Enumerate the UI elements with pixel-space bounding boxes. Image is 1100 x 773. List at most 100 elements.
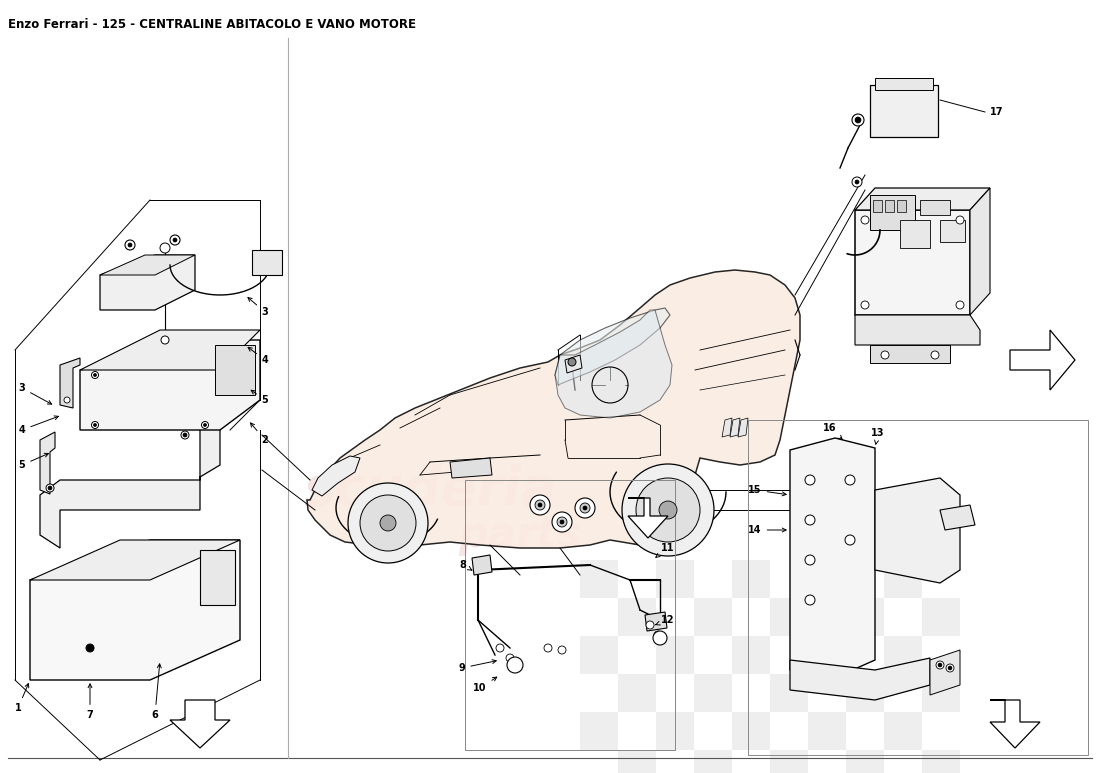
Circle shape	[659, 501, 676, 519]
Text: 3: 3	[19, 383, 52, 404]
Polygon shape	[970, 188, 990, 315]
Text: 4: 4	[19, 416, 58, 435]
Circle shape	[46, 484, 54, 492]
Bar	[200, 550, 235, 605]
Circle shape	[938, 663, 942, 667]
Polygon shape	[738, 418, 748, 437]
Text: 16: 16	[823, 423, 843, 439]
Polygon shape	[920, 200, 950, 215]
Bar	[748, 420, 1088, 755]
Circle shape	[552, 512, 572, 532]
Text: 6: 6	[152, 664, 162, 720]
Polygon shape	[40, 418, 220, 548]
Polygon shape	[40, 432, 55, 494]
Circle shape	[557, 517, 566, 527]
Circle shape	[182, 431, 189, 439]
Text: scuderia: scuderia	[304, 464, 557, 516]
Polygon shape	[730, 418, 740, 437]
Circle shape	[568, 358, 576, 366]
Bar	[886, 200, 894, 212]
Circle shape	[544, 644, 552, 652]
Bar	[465, 480, 675, 750]
Circle shape	[183, 433, 187, 437]
Bar	[580, 712, 618, 750]
Polygon shape	[790, 658, 930, 700]
Circle shape	[560, 520, 564, 524]
Text: 10: 10	[473, 677, 497, 693]
Circle shape	[204, 424, 207, 427]
Circle shape	[855, 117, 861, 123]
Bar	[870, 195, 915, 230]
Bar	[896, 200, 906, 212]
Polygon shape	[874, 478, 960, 583]
Circle shape	[48, 486, 52, 490]
Polygon shape	[990, 700, 1040, 748]
Circle shape	[653, 631, 667, 645]
Circle shape	[621, 464, 714, 556]
Polygon shape	[855, 210, 970, 315]
Bar	[252, 250, 282, 275]
Text: 2: 2	[251, 423, 268, 445]
Text: 8: 8	[460, 560, 472, 570]
Bar	[884, 636, 922, 674]
Circle shape	[956, 301, 964, 309]
Bar	[808, 560, 846, 598]
Circle shape	[881, 351, 889, 359]
Polygon shape	[472, 555, 492, 575]
Circle shape	[94, 373, 97, 376]
Circle shape	[125, 240, 135, 250]
Text: 9: 9	[459, 659, 496, 673]
Bar	[656, 560, 694, 598]
Bar	[214, 345, 255, 395]
Bar	[870, 85, 938, 137]
Circle shape	[160, 243, 170, 253]
Circle shape	[861, 301, 869, 309]
Text: parts: parts	[459, 514, 582, 556]
Bar	[874, 78, 933, 90]
Polygon shape	[60, 358, 80, 408]
Circle shape	[852, 177, 862, 187]
Circle shape	[161, 336, 169, 344]
Circle shape	[86, 644, 94, 652]
Circle shape	[936, 661, 944, 669]
Bar	[870, 345, 950, 363]
Circle shape	[348, 483, 428, 563]
Polygon shape	[307, 270, 800, 550]
Circle shape	[583, 506, 587, 510]
Text: 7: 7	[87, 684, 94, 720]
Bar	[732, 636, 770, 674]
Text: 11: 11	[656, 543, 674, 557]
Circle shape	[646, 621, 654, 629]
Bar	[770, 750, 808, 773]
Polygon shape	[170, 700, 230, 748]
Polygon shape	[855, 315, 980, 345]
Circle shape	[855, 180, 859, 184]
Circle shape	[558, 646, 566, 654]
Circle shape	[654, 631, 662, 639]
Circle shape	[173, 238, 177, 242]
Polygon shape	[100, 255, 195, 275]
Circle shape	[805, 475, 815, 485]
Circle shape	[530, 495, 550, 515]
Polygon shape	[565, 355, 582, 373]
Bar	[846, 598, 884, 636]
Bar	[873, 200, 882, 212]
Circle shape	[805, 515, 815, 525]
Polygon shape	[940, 505, 975, 530]
Circle shape	[948, 666, 951, 670]
Circle shape	[575, 498, 595, 518]
Bar	[884, 712, 922, 750]
Bar	[808, 712, 846, 750]
Bar	[580, 636, 618, 674]
Polygon shape	[80, 330, 260, 370]
Bar	[694, 598, 732, 636]
Bar	[656, 712, 694, 750]
Circle shape	[852, 114, 864, 126]
Bar	[922, 598, 960, 636]
Bar	[770, 674, 808, 712]
Bar	[618, 750, 656, 773]
Circle shape	[507, 657, 522, 673]
Polygon shape	[312, 456, 360, 496]
Circle shape	[931, 351, 939, 359]
Circle shape	[805, 555, 815, 565]
